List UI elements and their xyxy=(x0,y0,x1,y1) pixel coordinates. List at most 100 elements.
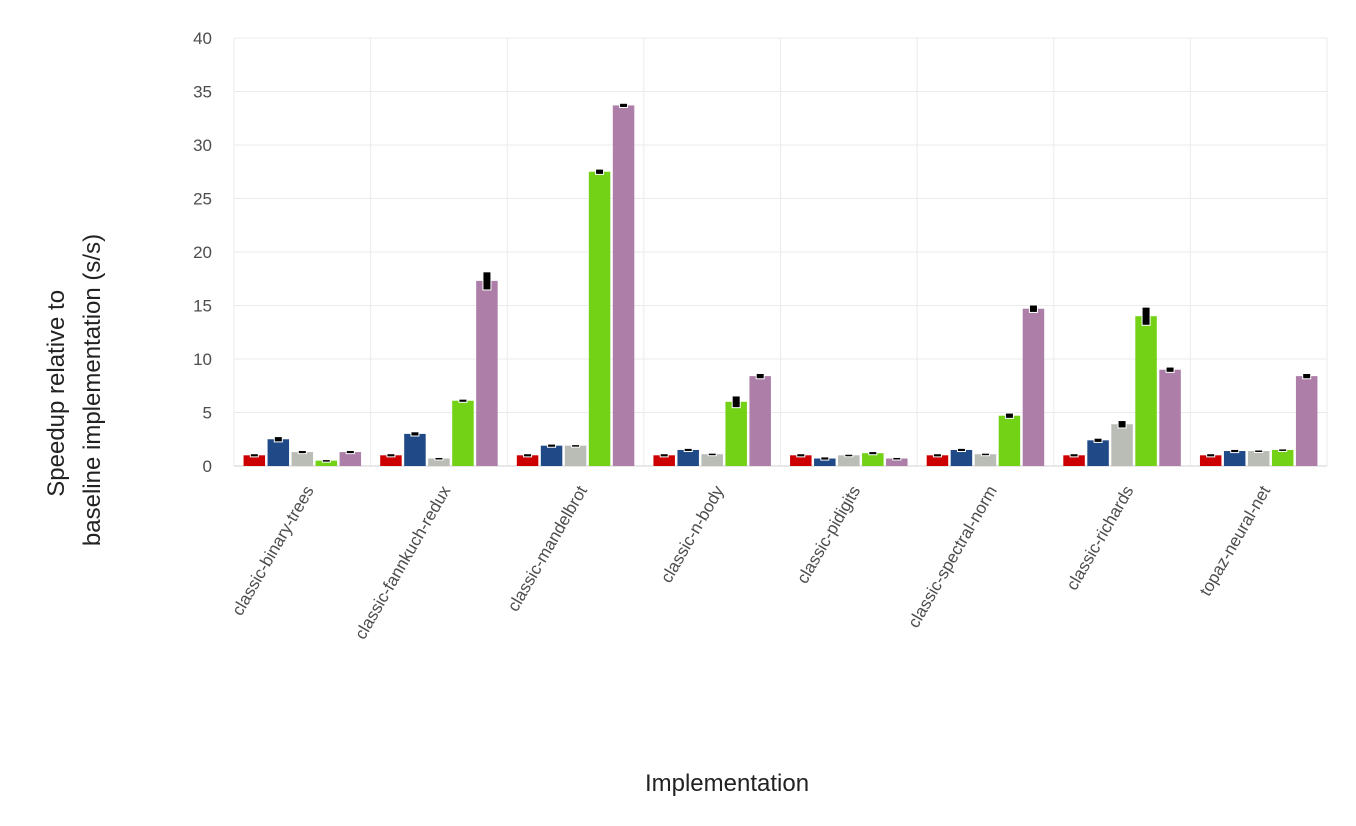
x-tick-label: classic-richards xyxy=(1063,483,1138,594)
x-tick-label: topaz-neural-net xyxy=(1196,482,1274,599)
error-bar xyxy=(869,452,877,455)
error-bar xyxy=(821,457,829,460)
bar xyxy=(1087,440,1109,466)
y-tick-label: 25 xyxy=(193,190,212,209)
bar xyxy=(564,445,587,466)
error-bar xyxy=(572,445,580,447)
error-bar xyxy=(1303,373,1311,379)
y-tick-label: 20 xyxy=(193,243,212,262)
bar xyxy=(1135,316,1157,466)
x-tick-label: classic-fannkuch-redux xyxy=(351,482,455,642)
error-bar xyxy=(596,169,604,174)
bar xyxy=(725,401,747,466)
y-tick-label: 30 xyxy=(193,136,212,155)
error-bar xyxy=(298,451,306,454)
error-bar xyxy=(250,454,258,457)
bar xyxy=(1022,308,1045,466)
error-bar xyxy=(435,457,443,460)
x-tick-label: classic-spectral-norm xyxy=(904,483,1001,632)
y-axis-ticks: 0 5 10 15 20 25 30 35 40 xyxy=(193,29,212,476)
error-bar xyxy=(845,454,853,457)
error-bar xyxy=(346,451,354,454)
bar xyxy=(612,105,635,466)
bar xyxy=(1223,451,1246,466)
y-tick-label: 0 xyxy=(203,457,212,476)
bar xyxy=(588,171,611,466)
bars xyxy=(243,105,1318,466)
error-bar xyxy=(684,448,692,452)
error-bars xyxy=(249,102,1312,463)
bar xyxy=(814,458,836,466)
x-axis-ticks: classic-binary-trees classic-fannkuch-red… xyxy=(228,482,1274,642)
error-bar xyxy=(274,437,282,442)
error-bar xyxy=(708,453,716,456)
error-bar xyxy=(957,448,965,452)
error-bar xyxy=(1231,449,1239,453)
bar xyxy=(886,458,908,466)
error-bar xyxy=(981,453,989,456)
bar xyxy=(1295,376,1318,466)
error-bar xyxy=(620,103,628,108)
error-bar xyxy=(1118,421,1126,428)
bar xyxy=(677,449,699,466)
error-bar xyxy=(797,454,805,457)
error-bar xyxy=(524,454,532,457)
bar xyxy=(653,455,675,466)
bar xyxy=(862,453,884,466)
error-bar xyxy=(1142,307,1150,325)
x-tick-label: classic-n-body xyxy=(657,482,728,586)
bar xyxy=(749,376,771,466)
bar xyxy=(516,455,539,466)
error-bar xyxy=(483,272,491,290)
error-bar xyxy=(1166,367,1174,372)
error-bar xyxy=(893,457,901,460)
bar xyxy=(1271,449,1294,466)
bar xyxy=(404,433,426,466)
bar xyxy=(243,455,266,466)
error-bar xyxy=(459,399,467,402)
bar xyxy=(267,439,290,466)
y-tick-label: 5 xyxy=(203,404,212,423)
bar xyxy=(838,455,860,466)
bar xyxy=(452,400,474,466)
y-axis-title-line-1: Speedup relative to xyxy=(43,290,70,497)
bar xyxy=(1063,455,1085,466)
error-bar xyxy=(1207,454,1215,457)
y-tick-label: 15 xyxy=(193,297,212,316)
bar xyxy=(380,455,402,466)
x-axis-title: Implementation xyxy=(645,770,809,797)
error-bar xyxy=(548,444,556,447)
x-tick-label: classic-mandelbrot xyxy=(504,482,591,614)
error-bar xyxy=(411,432,419,436)
bar xyxy=(974,454,997,466)
bar xyxy=(1199,455,1222,466)
bar xyxy=(790,455,812,466)
error-bar xyxy=(1255,450,1263,452)
bar xyxy=(1111,424,1133,466)
y-tick-label: 40 xyxy=(193,29,212,48)
bar xyxy=(1159,369,1181,466)
bar xyxy=(428,458,450,466)
bar xyxy=(476,280,498,466)
error-bar xyxy=(933,454,941,457)
bar xyxy=(339,452,362,466)
error-bar xyxy=(1279,449,1287,451)
x-tick-label: classic-pidigits xyxy=(793,483,864,587)
y-tick-label: 10 xyxy=(193,350,212,369)
bar xyxy=(926,455,949,466)
bar xyxy=(540,445,563,466)
bar xyxy=(315,460,338,466)
error-bar xyxy=(1070,454,1078,457)
bar xyxy=(998,415,1021,466)
error-bar xyxy=(1094,438,1102,442)
error-bar xyxy=(322,460,330,462)
bar xyxy=(701,454,723,466)
y-axis-title-line-2: baseline implementation (s/s) xyxy=(79,234,106,546)
y-tick-label: 35 xyxy=(193,83,212,102)
error-bar xyxy=(1029,305,1037,312)
error-bar xyxy=(756,373,764,379)
error-bar xyxy=(387,454,395,457)
bar xyxy=(1247,451,1270,466)
bar xyxy=(291,452,314,466)
